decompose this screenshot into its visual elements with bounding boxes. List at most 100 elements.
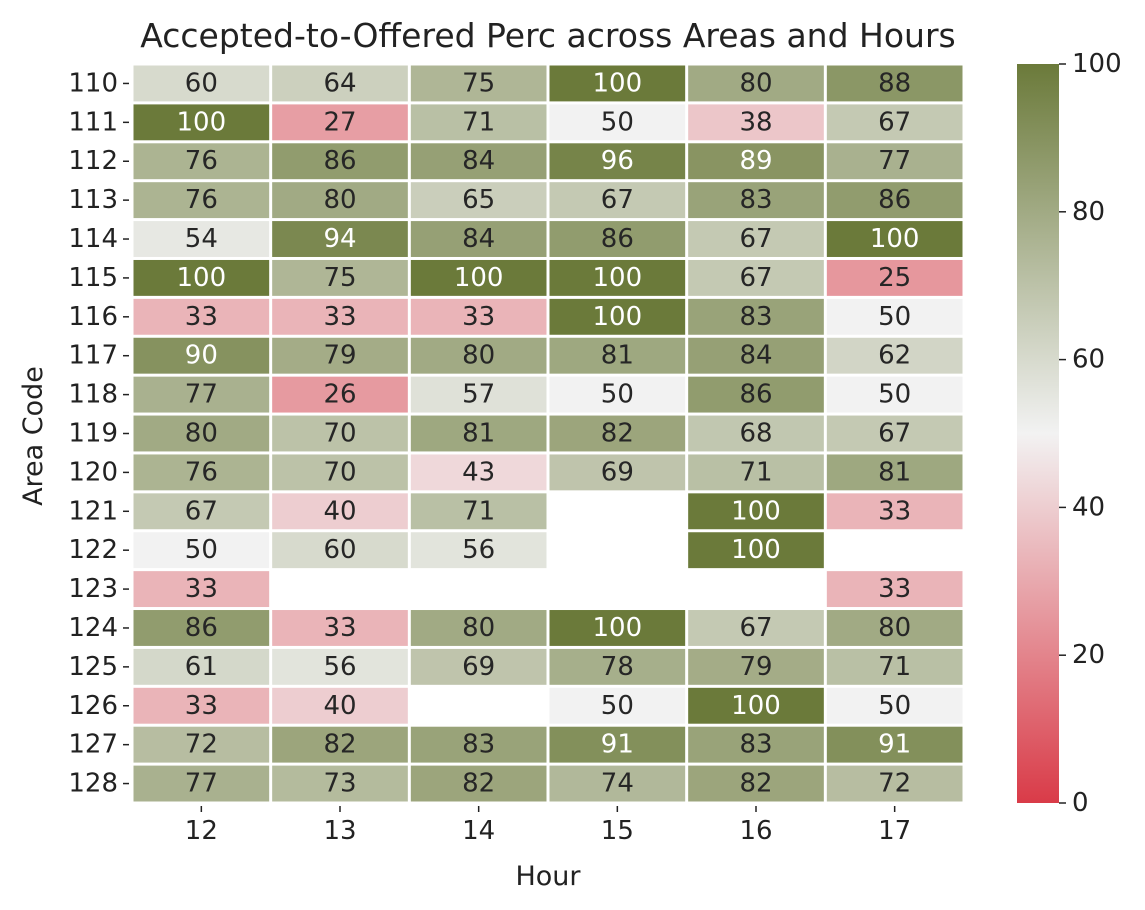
heatmap-cell <box>688 687 824 724</box>
y-tick-label: 127 <box>68 730 118 760</box>
heatmap-cell <box>826 182 963 219</box>
heatmap-cell <box>272 376 408 413</box>
cell-value-label: 33 <box>323 613 356 643</box>
cell-value-label: 100 <box>731 691 781 721</box>
cell-value-label: 40 <box>323 496 356 526</box>
cell-value-label: 33 <box>878 574 911 604</box>
cell-value-label: 40 <box>323 691 356 721</box>
heatmap-cell <box>410 765 547 802</box>
heatmap-cell <box>133 493 270 530</box>
heatmap-cell <box>826 104 963 141</box>
heatmap-cell <box>826 337 963 374</box>
heatmap-cell <box>826 221 963 257</box>
y-tick-label: 112 <box>68 146 118 176</box>
cell-value-label: 78 <box>601 652 634 682</box>
heatmap-cell <box>272 337 408 374</box>
cell-value-label: 71 <box>462 496 495 526</box>
cell-value-label: 86 <box>878 185 911 215</box>
heatmap-cell <box>133 532 270 569</box>
heatmap-cell <box>410 337 547 374</box>
colorbar-tick-label: 80 <box>1072 197 1105 227</box>
cell-value-label: 33 <box>323 302 356 332</box>
y-tick-label: 116 <box>68 302 118 332</box>
cell-value-label: 33 <box>878 496 911 526</box>
heatmap-cell <box>133 104 270 141</box>
cell-value-label: 75 <box>462 68 495 98</box>
heatmap-cell <box>410 648 547 685</box>
heatmap-cell <box>272 726 408 763</box>
heatmap-cell <box>688 259 824 296</box>
heatmap-cell <box>549 687 686 724</box>
heatmap-cell <box>688 532 824 569</box>
heatmap-cell <box>133 610 270 646</box>
cell-value-label: 82 <box>601 419 634 449</box>
cell-value-label: 81 <box>601 341 634 371</box>
cell-value-label: 100 <box>177 263 227 293</box>
heatmap-cell <box>133 687 270 724</box>
cell-value-label: 33 <box>185 302 218 332</box>
heatmap-cell <box>272 298 408 335</box>
y-tick-label: 126 <box>68 691 118 721</box>
heatmap-cell <box>133 221 270 257</box>
cell-value-label: 83 <box>739 185 772 215</box>
heatmap-cell <box>826 143 963 180</box>
cell-value-label: 100 <box>731 496 781 526</box>
heatmap-cell <box>272 493 408 530</box>
cell-value-label: 77 <box>185 380 218 410</box>
cell-value-label: 69 <box>462 652 495 682</box>
cell-value-label: 90 <box>185 341 218 371</box>
heatmap-cell <box>826 454 963 491</box>
heatmap-cell <box>410 415 547 452</box>
heatmap-cell <box>549 610 686 646</box>
cell-value-label: 64 <box>323 68 356 98</box>
y-tick-label: 121 <box>68 496 118 526</box>
heatmap-cell <box>549 415 686 452</box>
cell-value-label: 56 <box>323 652 356 682</box>
heatmap-cell <box>133 765 270 802</box>
heatmap-cell <box>549 259 686 296</box>
y-tick-label: 110 <box>68 68 118 98</box>
cell-value-label: 80 <box>185 419 218 449</box>
cell-value-label: 33 <box>462 302 495 332</box>
heatmap-cell <box>410 104 547 141</box>
y-tick-label: 114 <box>68 224 118 254</box>
cell-value-label: 60 <box>185 68 218 98</box>
cell-value-label: 88 <box>878 68 911 98</box>
cell-value-label: 70 <box>323 419 356 449</box>
cell-value-label: 82 <box>739 769 772 799</box>
heatmap-cell <box>272 65 408 102</box>
heatmap-cell <box>688 298 824 335</box>
x-tick-label: 13 <box>323 816 356 846</box>
heatmap-cell <box>688 143 824 180</box>
heatmap-cell <box>410 259 547 296</box>
heatmap-cell <box>272 415 408 452</box>
cell-value-label: 56 <box>462 535 495 565</box>
cell-value-label: 86 <box>739 380 772 410</box>
heatmap-cell <box>826 493 963 530</box>
heatmap-cell <box>410 182 547 219</box>
heatmap-cell <box>688 182 824 219</box>
cell-value-label: 89 <box>739 146 772 176</box>
heatmap-cell <box>688 493 824 530</box>
heatmap-cell <box>272 532 408 569</box>
cell-value-label: 75 <box>323 263 356 293</box>
heatmap-cell <box>272 259 408 296</box>
heatmap-cell <box>688 104 824 141</box>
heatmap-cell <box>133 337 270 374</box>
heatmap-cell <box>133 143 270 180</box>
heatmap-cell <box>688 726 824 763</box>
colorbar-tick-label: 100 <box>1072 49 1122 79</box>
heatmap-cell <box>826 687 963 724</box>
cell-value-label: 71 <box>462 107 495 137</box>
cell-value-label: 80 <box>462 613 495 643</box>
y-tick-label: 128 <box>68 769 118 799</box>
cell-value-label: 100 <box>593 302 643 332</box>
cell-value-label: 67 <box>878 107 911 137</box>
cell-value-label: 91 <box>878 730 911 760</box>
cell-value-label: 79 <box>323 341 356 371</box>
cell-value-label: 67 <box>739 613 772 643</box>
heatmap-cell <box>549 337 686 374</box>
cell-value-label: 100 <box>731 535 781 565</box>
heatmap-cell <box>272 454 408 491</box>
